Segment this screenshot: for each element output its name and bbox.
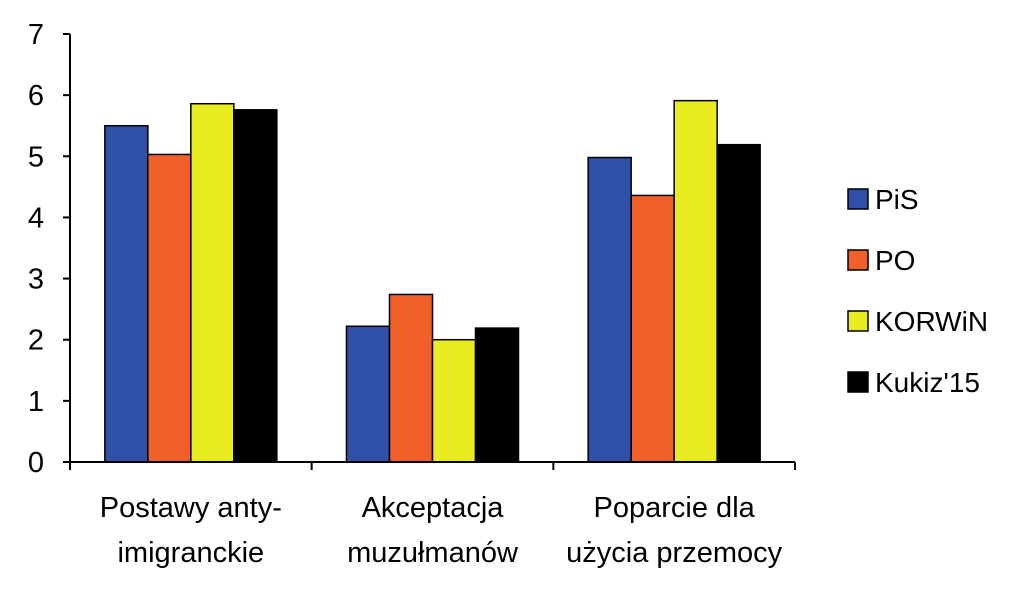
bar-pis-1 <box>345 325 391 463</box>
y-tick-label: 5 <box>28 141 44 173</box>
legend-swatch-kukiz15 <box>847 371 869 393</box>
y-tick-label: 7 <box>28 19 44 51</box>
legend-label-kukiz15: Kukiz'15 <box>875 367 980 398</box>
bar-kukiz15-2 <box>716 143 761 463</box>
legend-label-po: PO <box>875 245 915 276</box>
bar-pis-0 <box>104 124 149 463</box>
y-tick-label: 1 <box>28 386 44 418</box>
bar-korwin-2 <box>673 99 718 463</box>
y-tick-label: 2 <box>28 325 44 357</box>
x-category-label: Akceptacja <box>362 492 505 524</box>
legend-label-korwin: KORWiN <box>875 306 988 337</box>
bar-po-0 <box>147 153 192 463</box>
legend-label-pis: PiS <box>875 184 919 215</box>
y-tick-label: 6 <box>28 80 44 112</box>
bar-korwin-1 <box>431 338 477 463</box>
legend: PiS PO KORWiN Kukiz'15 <box>847 184 988 398</box>
x-category-label: Postawy anty- <box>100 492 282 524</box>
bar-pis-2 <box>587 156 632 463</box>
axes-layer: 0 1 2 3 4 5 6 7 Postawy anty-imigranckie Akceptac… <box>28 19 796 569</box>
bar-po-2 <box>630 194 675 463</box>
bar-po-1 <box>388 293 434 463</box>
y-tick-label: 0 <box>28 447 44 479</box>
x-category-label: użycia przemocy <box>566 537 782 569</box>
bars-layer <box>104 99 761 463</box>
legend-swatch-pis <box>847 188 869 210</box>
legend-swatch-po <box>847 249 869 271</box>
x-category-label: Poparcie dla <box>594 492 756 524</box>
legend-swatch-korwin <box>847 310 869 332</box>
bar-kukiz15-1 <box>474 327 520 463</box>
bar-korwin-0 <box>190 102 235 463</box>
y-tick-label: 3 <box>28 264 44 296</box>
x-category-label: imigranckie <box>117 537 264 569</box>
x-category-label: muzułmanów <box>347 537 519 569</box>
bar-kukiz15-0 <box>233 109 278 463</box>
y-tick-label: 4 <box>28 202 44 234</box>
